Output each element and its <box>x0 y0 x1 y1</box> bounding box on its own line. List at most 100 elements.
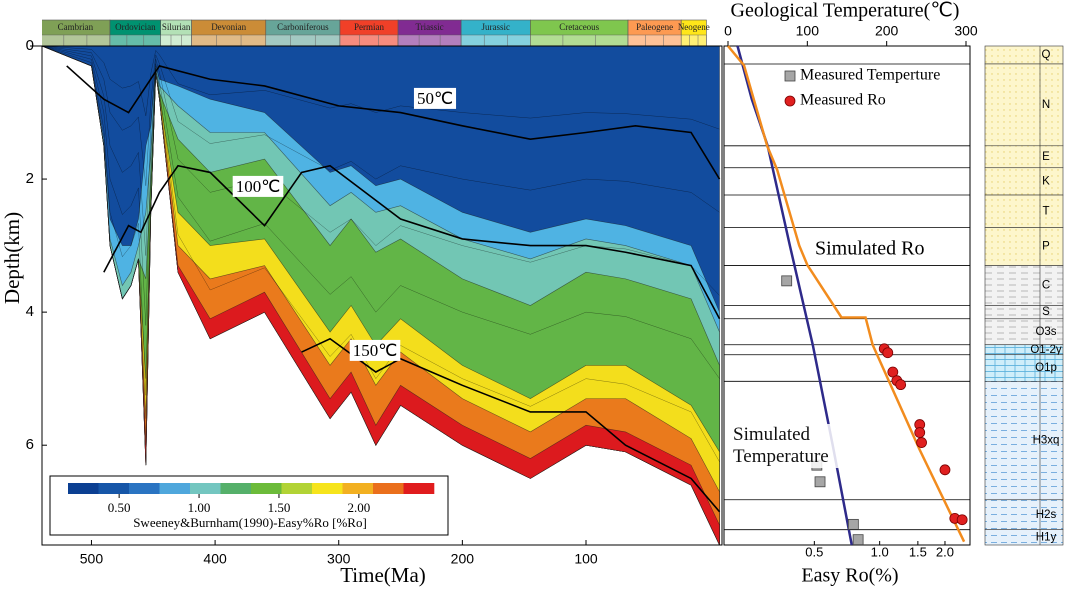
period <box>160 19 192 46</box>
period-sub <box>397 34 462 46</box>
x-tick-label: 400 <box>203 551 227 567</box>
colorbar-swatch <box>98 483 130 494</box>
temp-tick-label: 300 <box>954 23 978 39</box>
x-axis-label: Easy Ro(%) <box>801 565 898 587</box>
formation-label: C <box>1042 280 1050 292</box>
isotherm-label: 100℃ <box>236 177 281 196</box>
colorbar-swatch <box>190 483 221 494</box>
period <box>109 19 161 46</box>
period-name: Triassic <box>416 22 444 32</box>
period-name: Cambrian <box>58 22 94 32</box>
temp-tick-label: 100 <box>796 23 820 39</box>
colorbar-swatch <box>68 483 99 494</box>
formation <box>984 499 1064 530</box>
formation-label: O1-2y <box>1030 344 1062 356</box>
legend-marker <box>784 70 796 82</box>
marker <box>852 534 864 546</box>
colorbar-tick-label: 2.00 <box>348 500 371 515</box>
colorbar-swatch <box>312 483 343 494</box>
legend-marker <box>784 95 796 107</box>
formation <box>984 381 1064 501</box>
period-name: Permian <box>354 22 384 32</box>
formation <box>984 227 1064 266</box>
marker <box>781 275 793 287</box>
formation-label: K <box>1042 175 1050 187</box>
colorbar-swatch <box>129 483 160 494</box>
period-name: Neogene <box>678 22 710 32</box>
period-name: Ordovician <box>115 22 156 32</box>
y-tick-label: 0 <box>26 37 34 54</box>
formation-label: E <box>1042 151 1050 163</box>
period <box>191 19 267 46</box>
formation-label: H3xq <box>1033 435 1060 447</box>
formation <box>984 167 1064 196</box>
formation-label: P <box>1042 241 1050 253</box>
period-name: Paleogene <box>636 22 673 32</box>
y-tick-label: 2 <box>26 170 34 187</box>
marker <box>895 379 907 391</box>
colorbar-label: Sweeney&Burnham(1990)-Easy%Ro [%Ro] <box>133 515 367 530</box>
formation-label: S <box>1042 306 1050 318</box>
colorbar-tick-label: 1.00 <box>188 500 211 515</box>
period-sub <box>339 34 399 46</box>
formation <box>984 529 1064 546</box>
chart-title: Geological Temperature(℃) <box>731 0 960 22</box>
horizon <box>42 46 720 130</box>
formation <box>984 265 1064 306</box>
formation <box>984 194 1064 228</box>
period-name: Cretaceous <box>559 22 599 32</box>
colorbar-swatch <box>373 483 404 494</box>
marker <box>956 514 968 526</box>
temp-tick-label: 200 <box>875 23 899 39</box>
colorbar-swatch <box>403 483 435 494</box>
x-tick-label: 100 <box>574 551 598 567</box>
colorbar-tick-label: 0.50 <box>108 500 131 515</box>
period-sub <box>265 34 341 46</box>
x-tick-label: 200 <box>451 551 475 567</box>
period-sub <box>109 34 161 46</box>
series-label: Simulated Ro <box>815 238 924 260</box>
marker <box>814 476 826 488</box>
marker <box>939 464 951 476</box>
period-sub <box>530 34 629 46</box>
marker <box>847 518 859 530</box>
x-tick-label: 500 <box>80 551 104 567</box>
formation-label: N <box>1042 99 1050 111</box>
legend-label: Measured Ro <box>800 92 886 109</box>
ro-tick-label: 0.5 <box>805 544 823 559</box>
isotherm <box>103 164 721 320</box>
formation <box>984 45 1064 65</box>
period-sub <box>42 34 111 46</box>
colorbar-swatch <box>251 483 282 494</box>
period-name: Jurassic <box>481 22 510 32</box>
horizon <box>42 46 720 213</box>
period <box>265 19 341 46</box>
isotherm-label-bg <box>349 339 401 361</box>
formation-label: O1p <box>1035 362 1057 374</box>
x-axis-label: Time(Ma) <box>340 563 426 587</box>
y-axis-label: Depth(km) <box>0 212 24 304</box>
horizon <box>42 46 720 296</box>
formation-label: O3s <box>1035 326 1056 338</box>
formation <box>984 63 1064 147</box>
colorbar-swatch <box>159 483 191 494</box>
marker <box>882 347 894 359</box>
x-tick-label: 300 <box>327 551 351 567</box>
isotherm-label-bg <box>413 87 457 109</box>
period <box>680 19 707 46</box>
y-tick-label: 6 <box>26 436 34 453</box>
formation-label: H1y <box>1036 531 1057 543</box>
period-sub <box>681 34 707 46</box>
period-name: Devonian <box>211 22 246 32</box>
marker <box>916 437 927 448</box>
period <box>627 19 682 46</box>
formation <box>984 318 1064 346</box>
period <box>339 19 399 46</box>
period-name: Carboniferous <box>277 22 329 32</box>
isotherm-label: 50℃ <box>417 89 453 108</box>
legend-label: Measured Temperture <box>800 67 940 84</box>
series-line <box>727 45 966 543</box>
horizon <box>42 46 720 379</box>
colorbar-swatch <box>220 483 252 494</box>
